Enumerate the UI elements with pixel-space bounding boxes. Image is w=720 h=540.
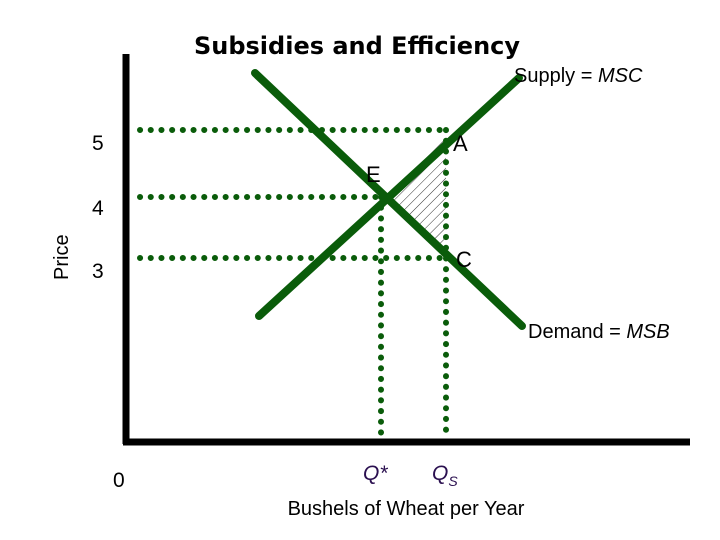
price-tick-3: 3 <box>92 260 104 283</box>
demand-label: Demand = MSB <box>528 321 670 343</box>
demand-curve <box>251 69 526 330</box>
origin-label: 0 <box>113 469 125 492</box>
diagram-title: Subsidies and Efficiency <box>194 32 520 60</box>
price-tick-4: 4 <box>92 197 104 220</box>
q-star-label: Q* <box>363 462 388 485</box>
y-axis-label: Price <box>51 234 73 280</box>
point-c-label: C <box>456 247 472 272</box>
price-tick-5: 5 <box>92 132 104 155</box>
x-axis-label: Bushels of Wheat per Year <box>288 498 525 520</box>
point-e-label: E <box>366 162 381 187</box>
q-s-label: QS <box>432 462 458 489</box>
point-a-label: A <box>453 131 468 156</box>
supply-label: Supply = MSC <box>514 65 643 87</box>
